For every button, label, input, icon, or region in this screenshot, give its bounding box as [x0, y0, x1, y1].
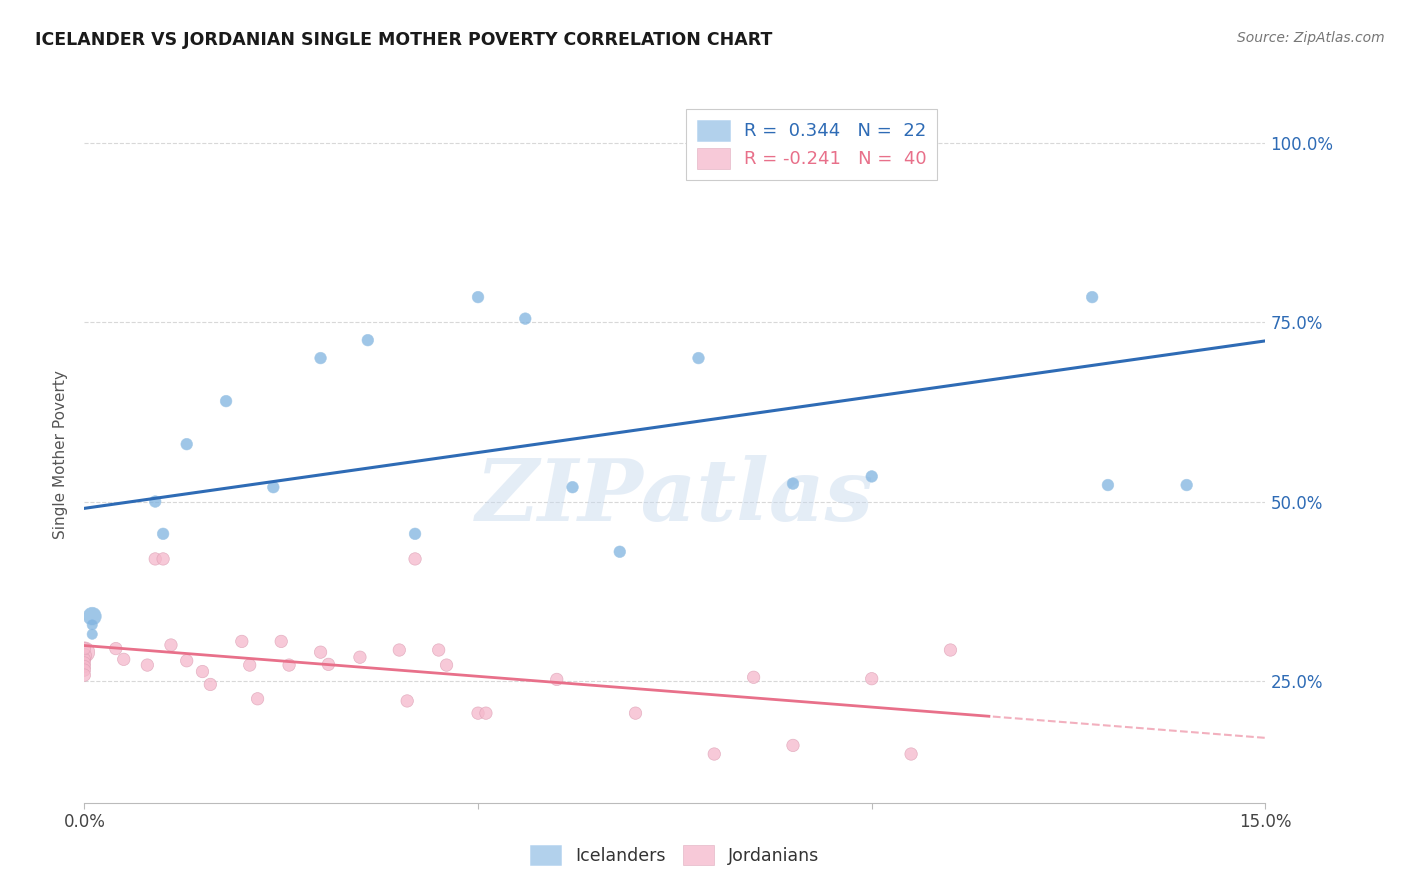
Point — [73, 648, 96, 663]
Point — [262, 480, 284, 494]
Point — [404, 552, 426, 566]
Point — [860, 136, 883, 150]
Point — [278, 658, 301, 673]
Point — [176, 654, 198, 668]
Point — [309, 351, 332, 365]
Text: ICELANDER VS JORDANIAN SINGLE MOTHER POVERTY CORRELATION CHART: ICELANDER VS JORDANIAN SINGLE MOTHER POV… — [35, 31, 772, 49]
Y-axis label: Single Mother Poverty: Single Mother Poverty — [53, 370, 69, 540]
Point — [688, 351, 710, 365]
Point — [1097, 478, 1119, 492]
Point — [104, 641, 127, 656]
Point — [152, 526, 174, 541]
Point — [475, 706, 498, 720]
Point — [73, 656, 96, 670]
Point — [624, 706, 647, 720]
Point — [900, 747, 922, 761]
Point — [404, 526, 426, 541]
Point — [427, 643, 450, 657]
Point — [546, 673, 568, 687]
Point — [742, 670, 765, 684]
Point — [436, 658, 458, 673]
Point — [73, 668, 96, 682]
Point — [73, 659, 96, 673]
Point — [239, 658, 262, 673]
Point — [73, 641, 96, 656]
Point — [782, 476, 804, 491]
Point — [73, 663, 96, 677]
Point — [191, 665, 214, 679]
Point — [246, 691, 269, 706]
Point — [160, 638, 183, 652]
Point — [73, 652, 96, 666]
Point — [515, 311, 537, 326]
Point — [176, 437, 198, 451]
Point — [396, 694, 419, 708]
Point — [860, 469, 883, 483]
Point — [1175, 478, 1198, 492]
Point — [231, 634, 253, 648]
Point — [82, 618, 104, 632]
Point — [467, 290, 489, 304]
Point — [357, 333, 380, 347]
Text: Source: ZipAtlas.com: Source: ZipAtlas.com — [1237, 31, 1385, 45]
Point — [1081, 290, 1104, 304]
Point — [143, 552, 166, 566]
Point — [561, 480, 583, 494]
Point — [318, 657, 340, 672]
Point — [82, 627, 104, 641]
Point — [143, 494, 166, 508]
Point — [270, 634, 292, 648]
Point — [309, 645, 332, 659]
Point — [349, 650, 371, 665]
Point — [609, 545, 631, 559]
Point — [200, 677, 222, 691]
Point — [782, 739, 804, 753]
Point — [152, 552, 174, 566]
Point — [136, 658, 159, 673]
Point — [939, 643, 962, 657]
Point — [860, 672, 883, 686]
Text: ZIPatlas: ZIPatlas — [475, 455, 875, 539]
Point — [73, 645, 96, 659]
Point — [703, 747, 725, 761]
Point — [388, 643, 411, 657]
Legend: Icelanders, Jordanians: Icelanders, Jordanians — [522, 837, 828, 874]
Point — [82, 609, 104, 624]
Point — [215, 394, 238, 409]
Point — [467, 706, 489, 720]
Point — [112, 652, 135, 666]
